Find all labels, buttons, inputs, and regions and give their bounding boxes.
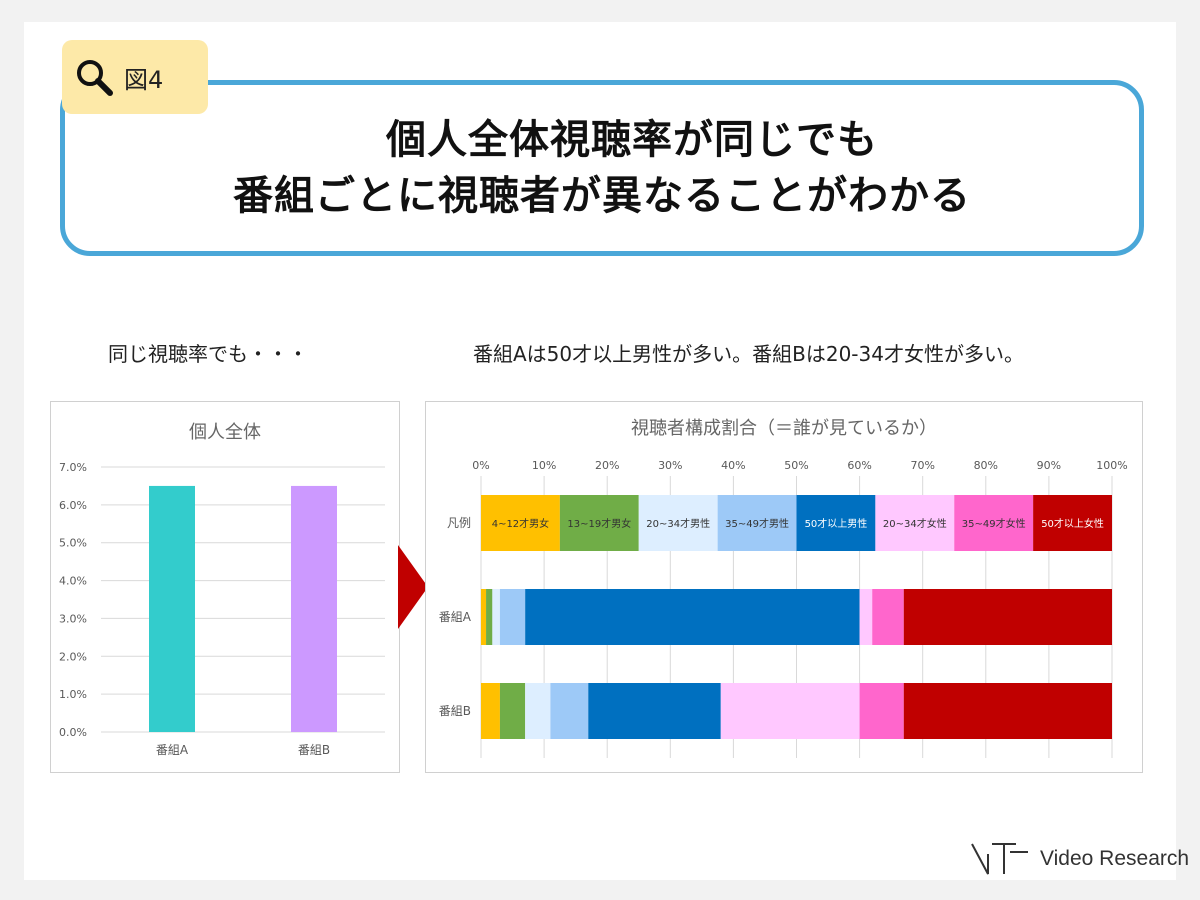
magnifier-icon [77,60,113,96]
x-tick-label: 20% [595,459,619,472]
y-tick-label: 0.0% [59,726,87,739]
x-tick-label: 90% [1037,459,1061,472]
arrow-right-icon [398,545,428,629]
bar-segment [954,495,1034,551]
bar-segment [481,589,487,645]
brand: Video Research [970,842,1189,876]
bar-segment [499,683,526,739]
legend-segment-label: 35~49才女性 [962,517,1026,530]
bar-segment [859,589,873,645]
caption-right: 番組Aは50才以上男性が多い。番組Bは20-34才女性が多い。 [473,342,1024,366]
legend-segment-label: 35~49才男性 [725,517,789,530]
x-tick-label: 0% [472,459,489,472]
bar-segment [717,495,797,551]
x-tick-label: 40% [721,459,745,472]
x-tick-label: 30% [658,459,682,472]
x-tick-label: 60% [847,459,871,472]
composition-chart: 視聴者構成割合（＝誰が見ているか） 0% 10% 20% 30% 40% 50% 60% 70%… [439,418,1128,758]
bar-segment [875,495,955,551]
left-chart-panel: 個人全体 7.0% 6.0% 5.0% 4.0% 3.0% 2.0% 1.0% 0.0% 番組A 番… [50,401,400,773]
y-tick-label: 2.0% [59,650,87,663]
title-box: 個人全体視聴率が同じでも 番組ごとに視聴者が異なることがわかる [60,80,1144,256]
bar-segment [903,683,1112,739]
bar-segment [492,589,500,645]
bar-segment [588,683,721,739]
figure-tag: 図4 [62,40,208,114]
bar-segment [481,495,560,551]
x-category-label: 番組A [156,743,189,757]
brand-name: Video Research [1040,847,1190,870]
bar-segment [486,589,493,645]
x-tick-label: 50% [784,459,808,472]
bar-segment [1033,495,1112,551]
legend-segment-label: 50才以上男性 [805,517,868,530]
y-category-label: 番組B [439,704,471,718]
bar-segment [559,495,639,551]
x-tick-label: 10% [532,459,556,472]
y-tick-label: 4.0% [59,575,87,588]
bar-segment [859,683,904,739]
title-line-2: 番組ごとに視聴者が異なることがわかる [233,173,971,219]
legend-segment-label: 50才以上女性 [1041,517,1104,530]
x-tick-label: 70% [910,459,934,472]
legend-segment-label: 13~19才男女 [567,517,631,530]
bar-segment [481,683,500,739]
bar-segment [638,495,718,551]
bar-segment [499,589,526,645]
legend-segment-label: 4~12才男女 [492,517,549,530]
title-line-1: 個人全体視聴率が同じでも [386,117,878,163]
caption-left: 同じ視聴率でも・・・ [108,342,308,366]
bar [149,485,195,732]
bar-segment [525,683,551,739]
figure-label: 図4 [124,65,164,94]
right-chart-panel: 視聴者構成割合（＝誰が見ているか） 0% 10% 20% 30% 40% 50% 60% 70%… [425,401,1143,773]
bar-segment [525,589,860,645]
x-category-label: 番組B [298,743,330,757]
y-tick-label: 5.0% [59,537,87,550]
x-tick-label: 100% [1096,459,1127,472]
y-tick-label: 7.0% [59,461,87,474]
x-tick-label: 80% [974,459,998,472]
bar-segment [720,683,860,739]
overall-rating-chart: 個人全体 7.0% 6.0% 5.0% 4.0% 3.0% 2.0% 1.0% 0.0% 番組A 番… [59,422,385,757]
y-tick-label: 6.0% [59,499,87,512]
y-tick-label: 1.0% [59,688,87,701]
bar-segment [550,683,589,739]
y-tick-label: 3.0% [59,612,87,625]
bar [291,485,337,732]
video-research-logo-icon [971,843,1028,875]
legend-segment-label: 20~34才男性 [646,517,710,530]
chart-title: 視聴者構成割合（＝誰が見ているか） [631,418,937,439]
legend-segment-label: 20~34才女性 [883,517,947,530]
bar-segment [903,589,1112,645]
chart-title: 個人全体 [189,422,261,443]
bar-segment [796,495,876,551]
y-category-label: 凡例 [447,516,471,530]
y-category-label: 番組A [439,610,472,624]
bar-segment [872,589,904,645]
